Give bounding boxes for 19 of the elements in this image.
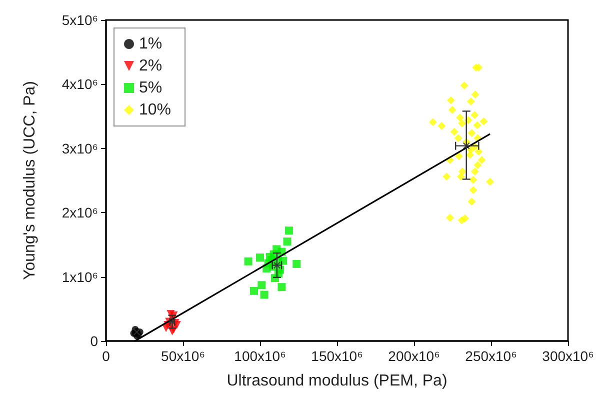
x-tick-label: 50x10⁶ [161,348,205,364]
legend-label: 10% [139,102,172,118]
y-tick-label: 2x10⁶ [62,204,98,221]
x-tick-label: 0 [102,348,110,364]
x-tick-label: 150x10⁶ [311,348,363,364]
x-tick-label: 300x10⁶ [542,348,594,364]
x-tick-label: 200x10⁶ [388,348,440,364]
y-tick-label: 3x10⁶ [62,140,98,156]
y-axis-title: Young's modulus (UCC, Pa) [22,81,38,280]
x-axis-title: Ultrasound modulus (PEM, Pa) [226,372,448,390]
legend-label: 5% [139,80,162,96]
y-tick-label: 5x10⁶ [62,12,98,28]
y-tick-label: 1x10⁶ [62,268,98,285]
y-tick-label: 4x10⁶ [62,76,98,92]
legend-label: 1% [139,36,162,52]
x-tick-label: 100x10⁶ [234,348,286,364]
legend-label: 2% [139,58,162,74]
y-tick-label: 0 [90,333,98,349]
x-tick-label: 250x10⁶ [465,348,517,364]
